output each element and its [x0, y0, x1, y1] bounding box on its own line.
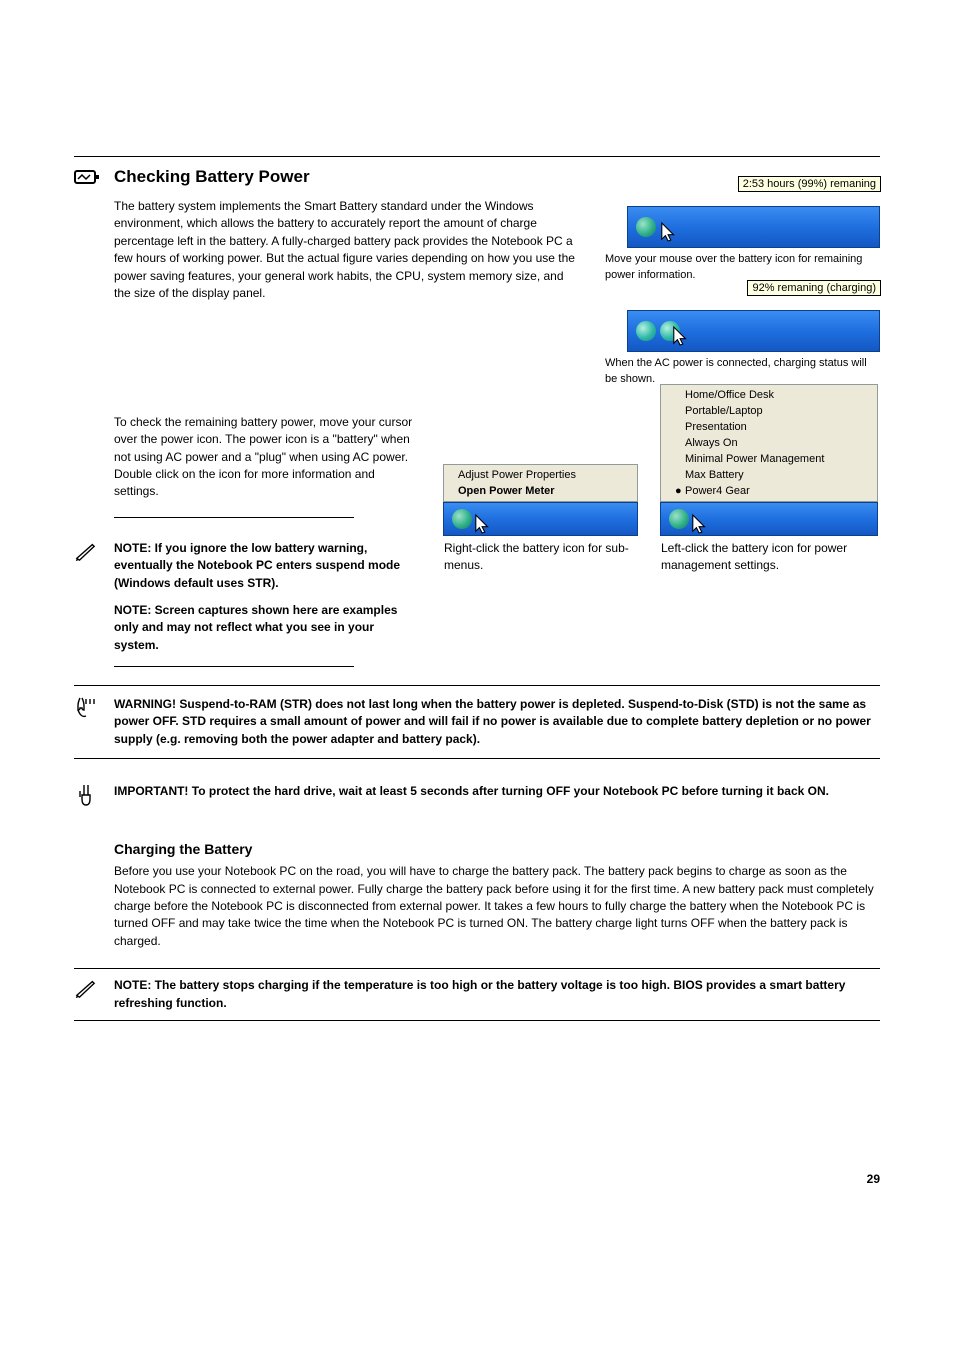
- warning-icon: [74, 696, 114, 748]
- important-icon: [74, 783, 114, 807]
- menu-home-office-label: Home/Office Desk: [685, 389, 774, 401]
- menu-power4gear[interactable]: ●Power4 Gear: [661, 483, 877, 499]
- menu-home-office[interactable]: Home/Office Desk: [661, 387, 877, 403]
- note-rule-top: [114, 517, 354, 518]
- menu-max-battery[interactable]: Max Battery: [661, 467, 877, 483]
- menu-minimal-label: Minimal Power Management: [685, 453, 824, 465]
- caption-leftclick: Left-click the battery icon for power ma…: [661, 540, 879, 667]
- rightclick-menu: Adjust Power Properties Open Power Meter: [443, 464, 638, 502]
- battery-section-icon: [74, 167, 114, 192]
- important-hd: IMPORTANT! To protect the hard drive, wa…: [114, 783, 880, 800]
- menu-presentation-label: Presentation: [685, 421, 747, 433]
- warning-rule-bottom: [74, 758, 880, 759]
- cursor-icon: [474, 513, 492, 535]
- power-tray-icon-rc[interactable]: [452, 509, 472, 529]
- menu-open-power-meter[interactable]: Open Power Meter: [444, 483, 637, 499]
- warning-rule-top: [74, 685, 880, 686]
- cursor-icon: [660, 221, 678, 243]
- menu-minimal[interactable]: Minimal Power Management: [661, 451, 877, 467]
- para-checking: The battery system implements the Smart …: [114, 198, 583, 302]
- cursor-icon: [691, 513, 709, 535]
- menu-power4gear-label: Power4 Gear: [685, 485, 750, 497]
- menu-portable[interactable]: Portable/Laptop: [661, 403, 877, 419]
- power-tray-icon[interactable]: [636, 217, 656, 237]
- note-icon-2: [74, 977, 114, 1012]
- note-temp: NOTE: The battery stops charging if the …: [114, 977, 880, 1012]
- note-screen-captures: NOTE: Screen captures shown here are exa…: [114, 602, 422, 654]
- warning-str: WARNING! Suspend-to-RAM (STR) does not l…: [114, 696, 880, 748]
- menu-always-on[interactable]: Always On: [661, 435, 877, 451]
- note2-rule-top: [74, 968, 880, 969]
- menu-max-battery-label: Max Battery: [685, 469, 744, 481]
- heading-charging: Charging the Battery: [114, 841, 880, 857]
- menu-always-on-label: Always On: [685, 437, 738, 449]
- power-tray-icon-lc[interactable]: [669, 509, 689, 529]
- tooltip-remaining: 2:53 hours (99%) remaning: [738, 176, 881, 192]
- leftclick-menu: Home/Office Desk Portable/Laptop Present…: [660, 384, 878, 502]
- note-icon: [74, 540, 114, 667]
- para-charging: Before you use your Notebook PC on the r…: [114, 863, 880, 950]
- menu-adjust-power[interactable]: Adjust Power Properties: [444, 467, 637, 483]
- note-ignore-low-battery: NOTE: If you ignore the low battery warn…: [114, 540, 422, 592]
- menu-presentation[interactable]: Presentation: [661, 419, 877, 435]
- para-check-instr: To check the remaining battery power, mo…: [114, 414, 421, 501]
- section-rule: [74, 156, 880, 157]
- menu-portable-label: Portable/Laptop: [685, 405, 763, 417]
- page-number: 29: [74, 1171, 880, 1188]
- cursor-icon: [672, 325, 690, 347]
- note2-rule-bottom: [74, 1020, 880, 1021]
- tooltip-charging: 92% remaning (charging): [747, 280, 881, 296]
- note-rule-bottom: [114, 666, 354, 667]
- power-tray-icon-charging[interactable]: [636, 321, 656, 341]
- caption-rightclick: Right-click the battery icon for sub-men…: [444, 540, 639, 667]
